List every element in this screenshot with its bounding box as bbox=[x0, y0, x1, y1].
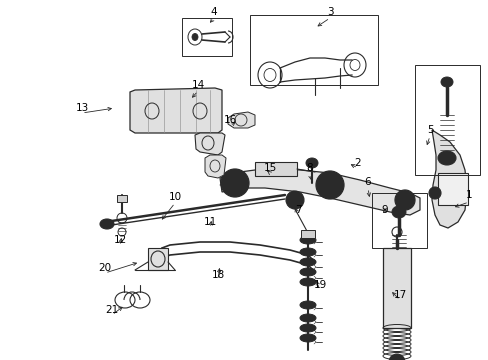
Text: 11: 11 bbox=[203, 217, 216, 227]
Polygon shape bbox=[431, 130, 466, 228]
Text: 7: 7 bbox=[294, 205, 301, 215]
Polygon shape bbox=[195, 133, 224, 155]
Polygon shape bbox=[130, 88, 222, 133]
Text: 20: 20 bbox=[98, 263, 111, 273]
Text: 14: 14 bbox=[191, 80, 204, 90]
Text: 1: 1 bbox=[465, 190, 471, 200]
Text: 10: 10 bbox=[168, 192, 181, 202]
Text: 2: 2 bbox=[354, 158, 361, 168]
Text: 3: 3 bbox=[326, 7, 333, 17]
Polygon shape bbox=[227, 112, 254, 128]
Ellipse shape bbox=[299, 314, 315, 322]
Bar bbox=[437, 173, 467, 205]
Polygon shape bbox=[220, 168, 419, 215]
Ellipse shape bbox=[437, 151, 455, 165]
Text: 4: 4 bbox=[210, 7, 217, 17]
Bar bbox=[249, 15, 377, 85]
Ellipse shape bbox=[285, 191, 304, 209]
Text: 19: 19 bbox=[313, 280, 326, 290]
Ellipse shape bbox=[299, 324, 315, 332]
Bar bbox=[148, 248, 168, 270]
Ellipse shape bbox=[394, 190, 414, 210]
Bar bbox=[182, 18, 231, 56]
Ellipse shape bbox=[290, 196, 298, 204]
Ellipse shape bbox=[299, 248, 315, 256]
Ellipse shape bbox=[391, 206, 405, 218]
Text: 21: 21 bbox=[105, 305, 119, 315]
Ellipse shape bbox=[299, 236, 315, 244]
Ellipse shape bbox=[299, 278, 315, 286]
Ellipse shape bbox=[323, 178, 336, 192]
Text: 17: 17 bbox=[392, 290, 406, 300]
Ellipse shape bbox=[299, 301, 315, 309]
Ellipse shape bbox=[392, 358, 400, 360]
Text: 6: 6 bbox=[364, 177, 370, 187]
Ellipse shape bbox=[100, 219, 114, 229]
Ellipse shape bbox=[299, 334, 315, 342]
Text: 15: 15 bbox=[263, 163, 276, 173]
Bar bbox=[414, 65, 479, 175]
Ellipse shape bbox=[326, 182, 332, 188]
Ellipse shape bbox=[388, 354, 404, 360]
Ellipse shape bbox=[440, 77, 452, 87]
Bar bbox=[254, 162, 296, 176]
Ellipse shape bbox=[399, 195, 409, 205]
Text: 18: 18 bbox=[211, 270, 224, 280]
Text: 16: 16 bbox=[223, 115, 236, 125]
Ellipse shape bbox=[192, 33, 198, 40]
Ellipse shape bbox=[315, 171, 343, 199]
Bar bbox=[371, 193, 426, 248]
Bar bbox=[382, 248, 410, 328]
Text: 5: 5 bbox=[426, 125, 432, 135]
Ellipse shape bbox=[299, 268, 315, 276]
Ellipse shape bbox=[221, 169, 248, 197]
Text: 9: 9 bbox=[381, 205, 387, 215]
Text: 13: 13 bbox=[75, 103, 88, 113]
Polygon shape bbox=[204, 155, 225, 178]
Ellipse shape bbox=[231, 180, 238, 186]
Ellipse shape bbox=[299, 258, 315, 266]
Bar bbox=[117, 195, 127, 202]
Bar bbox=[301, 230, 314, 238]
Text: 8: 8 bbox=[306, 163, 313, 173]
Text: 12: 12 bbox=[113, 235, 126, 245]
Ellipse shape bbox=[227, 176, 242, 190]
Ellipse shape bbox=[428, 187, 440, 199]
Ellipse shape bbox=[305, 158, 317, 168]
